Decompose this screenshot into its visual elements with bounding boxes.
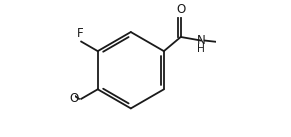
Text: O: O (177, 3, 186, 16)
Text: F: F (77, 27, 83, 40)
Text: O: O (70, 92, 79, 105)
Text: N: N (197, 34, 205, 47)
Text: H: H (197, 44, 205, 54)
